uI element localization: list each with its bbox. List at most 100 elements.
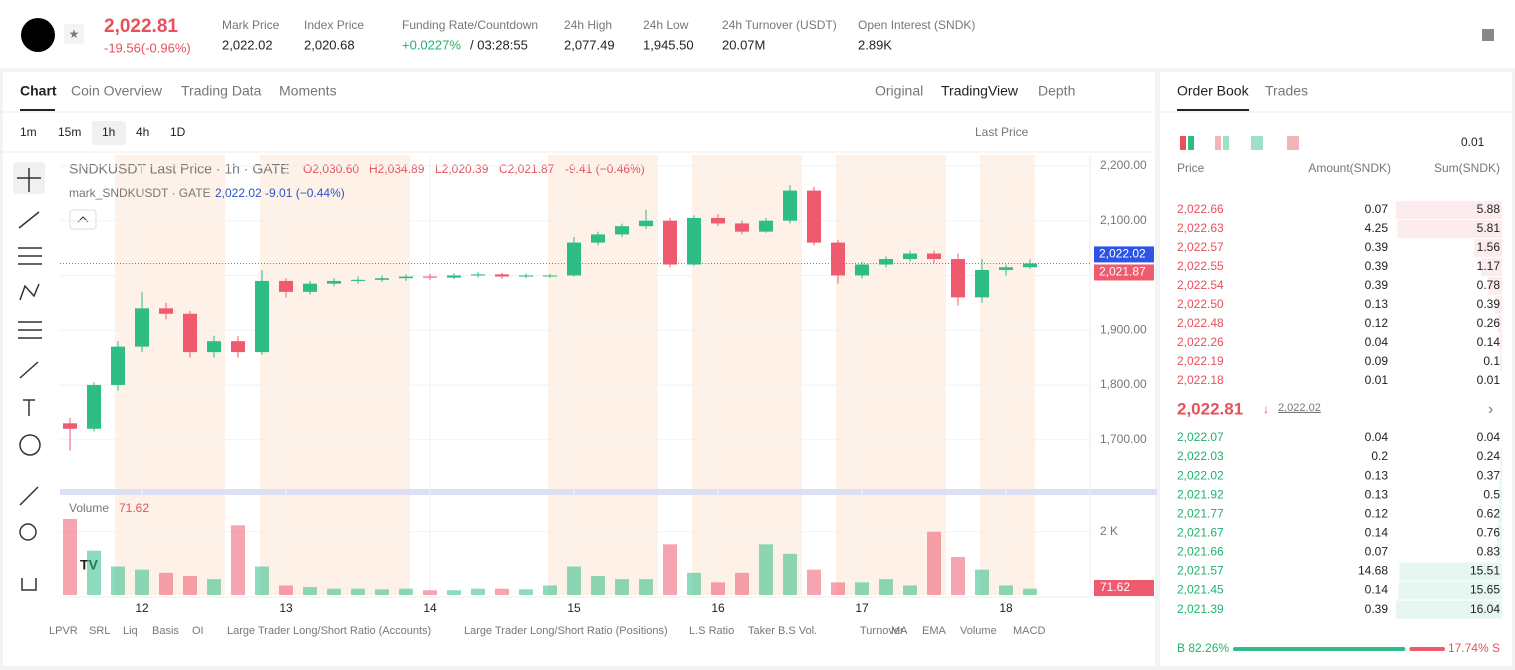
depth-bar: [1473, 239, 1502, 257]
volume-bar: [183, 576, 197, 595]
ob-amount: 0.39: [1365, 240, 1389, 254]
volume-bar: [975, 569, 989, 595]
stat-label: Index Price: [304, 18, 364, 32]
buy-bar: [1233, 647, 1406, 651]
ob-tab[interactable]: Order Book: [1177, 83, 1250, 99]
interval[interactable]: 1h: [102, 125, 115, 139]
volume-bar: [111, 566, 125, 595]
stat-extra: / 03:28:55: [470, 37, 528, 52]
view-tab[interactable]: TradingView: [941, 83, 1019, 99]
indicator: Volume: [960, 625, 997, 637]
ob-sum: 0.62: [1477, 506, 1501, 520]
mid-price: 2,022.81: [1177, 399, 1243, 418]
price-source[interactable]: Last Price: [975, 125, 1029, 139]
ob-sum: 0.37: [1477, 468, 1501, 482]
ob-amount: 0.14: [1365, 526, 1389, 540]
depth-bar: [1497, 505, 1502, 524]
ob-sum: 15.51: [1470, 564, 1500, 578]
ob-amount: 0.04: [1365, 430, 1389, 444]
interval[interactable]: 1D: [170, 125, 186, 139]
sell-bar: [1409, 647, 1445, 651]
precision[interactable]: 0.01: [1461, 135, 1485, 149]
ob-sum: 0.39: [1477, 297, 1501, 311]
depth-bar: [1498, 486, 1502, 505]
ob-price: 2,021.39: [1177, 602, 1224, 616]
indicator: Large Trader Long/Short Ratio (Positions…: [464, 625, 668, 637]
interval[interactable]: 15m: [58, 125, 81, 139]
volume-bar: [279, 585, 293, 595]
ob-amount: 14.68: [1358, 564, 1388, 578]
ob-amount: 0.07: [1365, 202, 1389, 216]
ob-amount: 0.04: [1365, 335, 1389, 349]
ob-amount: 0.2: [1371, 449, 1388, 463]
y-tick-label: 1,800.00: [1100, 377, 1147, 391]
ob-tab[interactable]: Trades: [1265, 83, 1308, 99]
candle-body: [183, 313, 197, 353]
indicator: MACD: [1013, 625, 1045, 637]
y-tick-label: 1,900.00: [1100, 322, 1147, 336]
ob-price: 2,022.03: [1177, 449, 1224, 463]
view-tab[interactable]: Depth: [1038, 83, 1075, 99]
volume-bar: [615, 579, 629, 595]
collapse-legend[interactable]: [69, 209, 97, 230]
ob-price: 2,021.67: [1177, 526, 1224, 540]
indicator: Taker B.S Vol.: [748, 625, 817, 637]
y-tick-label: 1,700.00: [1100, 432, 1147, 446]
volume-tag: [1094, 580, 1154, 596]
volume-bar: [807, 569, 821, 595]
candle-body: [231, 341, 245, 353]
ob-price: 2,022.19: [1177, 354, 1224, 368]
candle-body: [1023, 263, 1037, 268]
more[interactable]: ›: [1488, 401, 1493, 418]
tab[interactable]: Moments: [279, 83, 337, 99]
ob-sum: 5.88: [1477, 202, 1501, 216]
volume-bar: [423, 590, 437, 595]
stat-value: 2,022.02: [222, 37, 273, 52]
stat-value: 20.07M: [722, 37, 765, 52]
candle-body: [87, 384, 101, 429]
candle-body: [279, 280, 293, 292]
stat-value: 2,020.68: [304, 37, 355, 52]
ob-price: 2,021.57: [1177, 564, 1224, 578]
x-tick-label: 15: [567, 601, 581, 615]
interval[interactable]: 1m: [20, 125, 37, 139]
indicator: EMA: [922, 625, 947, 637]
mid-mark: 2,022.02: [1278, 402, 1321, 414]
candle-body: [951, 259, 965, 298]
indicator: OI: [192, 625, 204, 637]
volume-bar: [159, 572, 173, 595]
candle-body: [711, 217, 725, 224]
volume-bar: [519, 589, 533, 595]
tab[interactable]: Coin Overview: [71, 83, 163, 99]
depth-bar: [1487, 277, 1502, 295]
candle-body: [159, 308, 173, 314]
volume-bar: [135, 569, 149, 595]
last-tag-text: 2,021.87: [1099, 265, 1146, 279]
tab[interactable]: Chart: [20, 83, 57, 99]
layout-icon[interactable]: [1482, 29, 1494, 41]
ob-price: 2,021.66: [1177, 545, 1224, 559]
candle-body: [423, 276, 437, 278]
ob-amount: 0.13: [1365, 487, 1389, 501]
candle-body: [663, 220, 677, 265]
favorite[interactable]: [64, 24, 84, 44]
tab[interactable]: Trading Data: [181, 83, 262, 99]
ob-sum: 0.5: [1483, 487, 1500, 501]
volume-label: Volume: [69, 501, 109, 515]
volume-bar: [1023, 588, 1037, 595]
col-header: Amount(SNDK): [1308, 161, 1391, 175]
col-header: Sum(SNDK): [1434, 161, 1500, 175]
ob-price: 2,021.45: [1177, 583, 1224, 597]
ob-amount: 0.13: [1365, 468, 1389, 482]
stat-value: +0.0227%: [402, 37, 461, 52]
candle-body: [639, 220, 653, 227]
ob-amount: 0.13: [1365, 297, 1389, 311]
candle-body: [783, 190, 797, 221]
x-tick-label: 12: [135, 601, 149, 615]
legend-symbol: SNDKUSDT Last Price · 1h · GATE: [69, 161, 289, 177]
interval[interactable]: 4h: [136, 125, 149, 139]
candle-body: [807, 190, 821, 243]
volume-bar: [711, 582, 725, 595]
view-tab[interactable]: Original: [875, 83, 923, 99]
